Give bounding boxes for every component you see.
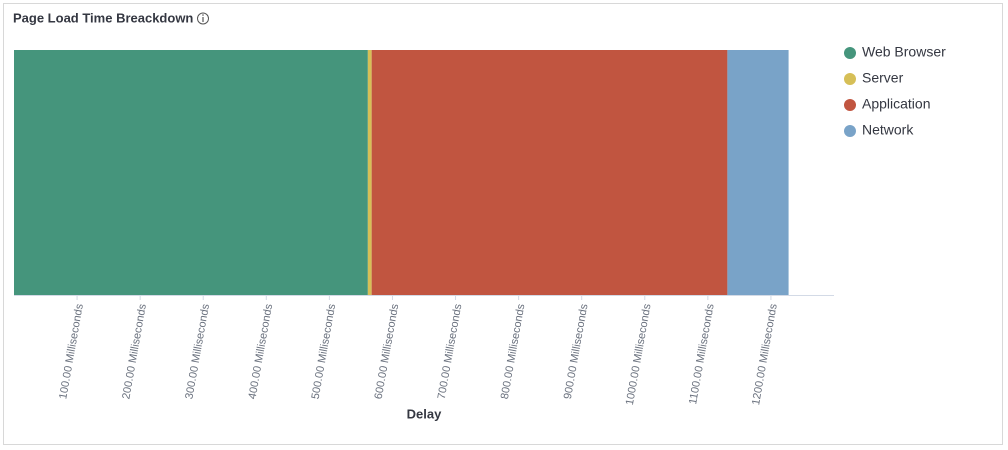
bar-segment [367, 50, 372, 295]
chart-title: Page Load Time Breackdown [13, 10, 193, 25]
legend-marker [844, 73, 856, 85]
x-axis-title: Delay [407, 406, 442, 421]
bar-segment [371, 50, 728, 295]
x-tick-label: 200.00 Milliseconds [120, 302, 149, 400]
legend-label: Web Browser [862, 44, 946, 60]
x-tick-label: 300.00 Milliseconds [183, 302, 212, 400]
x-tick-label: 100.00 Milliseconds [57, 302, 86, 400]
panel [3, 3, 1003, 445]
legend-label: Application [862, 96, 931, 112]
x-tick-label: 1100.00 Milliseconds [687, 302, 717, 405]
legend-marker [844, 47, 856, 59]
x-tick-label: 800.00 Milliseconds [499, 302, 528, 400]
info-circle [197, 12, 209, 25]
x-tick-label: 1000.00 Milliseconds [624, 302, 654, 406]
legend-marker [844, 99, 856, 111]
legend-label: Server [862, 70, 904, 86]
x-tick-label: 500.00 Milliseconds [310, 302, 339, 400]
legend-marker [844, 125, 856, 137]
x-tick-label: 1200.00 Milliseconds [750, 302, 780, 406]
info-dot [202, 14, 204, 16]
x-tick-label: 900.00 Milliseconds [562, 302, 591, 400]
x-tick-label: 600.00 Milliseconds [373, 302, 402, 400]
x-tick-label: 400.00 Milliseconds [247, 302, 276, 400]
x-tick-label: 700.00 Milliseconds [436, 302, 465, 400]
bar-segment [14, 50, 368, 295]
info-icon[interactable] [197, 12, 209, 25]
legend-label: Network [862, 122, 914, 138]
bar-segment [727, 50, 789, 295]
